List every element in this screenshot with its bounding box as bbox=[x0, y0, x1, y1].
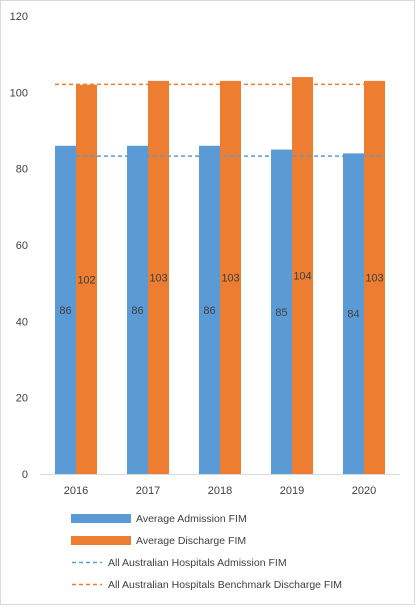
y-tick-label: 20 bbox=[16, 393, 28, 405]
x-tick-label: 2020 bbox=[352, 485, 376, 497]
y-tick-label: 80 bbox=[16, 164, 28, 176]
data-label-discharge-2016: 102 bbox=[77, 274, 95, 286]
x-tick-label: 2019 bbox=[280, 485, 304, 497]
bar-discharge-2017 bbox=[148, 80, 169, 474]
x-axis: 2016 2017 2018 2019 2020 bbox=[40, 474, 400, 497]
bar-admission-2017 bbox=[127, 145, 148, 474]
y-axis: 0 20 40 60 80 100 120 bbox=[10, 11, 28, 481]
bar-admission-2019 bbox=[271, 149, 292, 475]
legend-label: All Australian Hospitals Admission FIM bbox=[108, 557, 287, 569]
data-label-admission-2019: 85 bbox=[275, 307, 287, 319]
legend-item: Average Discharge FIM bbox=[71, 535, 246, 547]
legend-item: Average Admission FIM bbox=[71, 513, 247, 525]
data-label-admission-2020: 84 bbox=[347, 309, 359, 321]
data-label-admission-2016: 86 bbox=[59, 305, 71, 317]
bar-admission-2016 bbox=[55, 145, 76, 474]
x-tick-label: 2017 bbox=[136, 485, 160, 497]
plot-area: 86 102 86 103 86 103 85 104 84 103 bbox=[55, 77, 385, 475]
x-tick-label: 2016 bbox=[64, 485, 88, 497]
bar-discharge-2019 bbox=[292, 77, 313, 475]
legend-item: All Australian Hospitals Benchmark Disch… bbox=[72, 579, 342, 591]
data-label-admission-2018: 86 bbox=[203, 305, 215, 317]
legend-swatch bbox=[71, 514, 131, 523]
legend: Average Admission FIM Average Discharge F… bbox=[71, 513, 342, 591]
y-tick-label: 60 bbox=[16, 240, 28, 252]
legend-item: All Australian Hospitals Admission FIM bbox=[72, 557, 287, 569]
data-label-discharge-2019: 104 bbox=[293, 271, 311, 283]
data-label-admission-2017: 86 bbox=[131, 305, 143, 317]
bar-discharge-2016 bbox=[76, 84, 97, 474]
y-tick-label: 0 bbox=[22, 469, 28, 481]
legend-label: Average Admission FIM bbox=[136, 513, 247, 525]
bar-discharge-2020 bbox=[364, 80, 385, 474]
y-tick-label: 120 bbox=[10, 11, 28, 23]
y-tick-label: 100 bbox=[10, 87, 28, 99]
bar-admission-2018 bbox=[199, 145, 220, 474]
bar-discharge-2018 bbox=[220, 80, 241, 474]
data-label-discharge-2018: 103 bbox=[221, 272, 239, 284]
legend-label: All Australian Hospitals Benchmark Disch… bbox=[108, 579, 342, 591]
data-label-discharge-2017: 103 bbox=[149, 272, 167, 284]
legend-label: Average Discharge FIM bbox=[136, 535, 246, 547]
data-label-discharge-2020: 103 bbox=[365, 272, 383, 284]
y-tick-label: 40 bbox=[16, 316, 28, 328]
legend-swatch bbox=[71, 536, 131, 545]
bar-admission-2020 bbox=[343, 153, 364, 474]
x-tick-label: 2018 bbox=[208, 485, 232, 497]
